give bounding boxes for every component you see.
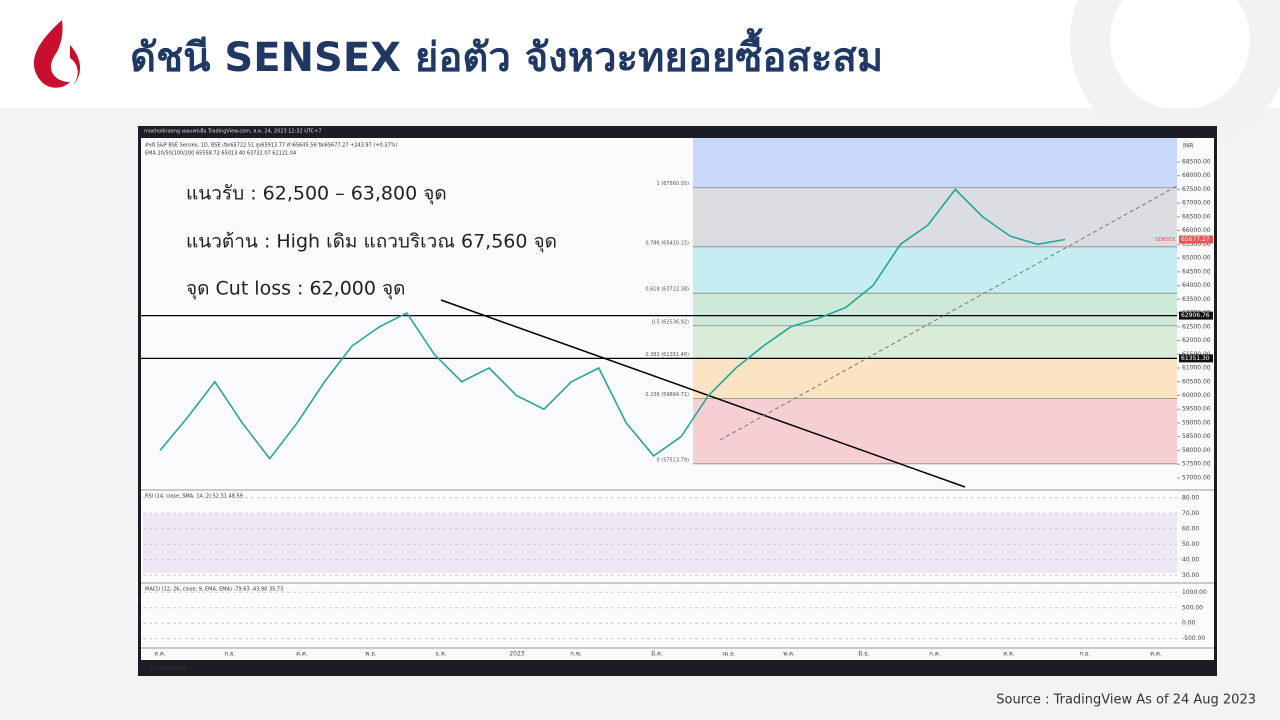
note: จุด Cut loss : 62,000 จุด <box>186 278 405 301</box>
x-tick-label: ก.ย. <box>225 651 236 658</box>
title: ดัชนี SENSEX ย่อตัว จังหวะทยอยซื้อสะสม <box>130 28 883 81</box>
fib-band <box>693 358 1177 399</box>
brand: TradingView <box>149 665 186 672</box>
x-tick-label: ต.ค. <box>1150 651 1162 658</box>
x-tick-label: พ.ย. <box>365 651 376 658</box>
level-label: 61351.30 <box>1181 355 1210 362</box>
y-tick-label: 60000.00 <box>1182 392 1211 399</box>
fib-label: 0.786 (65410.15) <box>645 240 689 246</box>
trendline-dashed <box>719 185 1178 441</box>
y-tick-label: 62000.00 <box>1182 337 1211 344</box>
last-box <box>1179 235 1213 244</box>
panel-legend: RSI (14, close, SMA, 14, 2) 52.31 48.59 <box>145 494 243 500</box>
header-bar <box>0 0 1280 108</box>
y-tick-label: 30.00 <box>1182 572 1199 579</box>
y-tick-label: 65000.00 <box>1182 255 1211 262</box>
y-tick-label: 60.00 <box>1182 525 1199 532</box>
y-tick-label: 61000.00 <box>1182 365 1211 372</box>
x-tick-label: มิ.ย. <box>858 651 869 658</box>
y-tick-label: 59500.00 <box>1182 406 1211 413</box>
y-tick-label: 0.00 <box>1182 620 1196 627</box>
price-line <box>159 188 1066 461</box>
legend: EMA 20/50/100/200 65558.72 65013.40 6373… <box>145 151 296 157</box>
fib-band <box>693 246 1177 294</box>
y-tick-label: 68500.00 <box>1182 158 1211 165</box>
y-tick-label: 64000.00 <box>1182 282 1211 289</box>
x-tick-label: ต.ค. <box>296 651 308 658</box>
y-tick-label: 60500.00 <box>1182 378 1211 385</box>
fib-band <box>693 138 1177 188</box>
x-tick-label: ส.ค. <box>154 651 166 658</box>
x-tick-label: มี.ค. <box>651 650 663 658</box>
y-tick-label: 64500.00 <box>1182 268 1211 275</box>
y-tick-label: 70.00 <box>1182 510 1199 517</box>
x-tick-label: ก.พ. <box>570 651 581 658</box>
fib-label: 0.618 (63722.38) <box>645 287 689 293</box>
x-tick-label: ก.ค. <box>929 651 941 658</box>
x-tick-label: ธ.ค. <box>435 651 447 658</box>
level-box <box>1179 311 1213 320</box>
currency: INR <box>1183 143 1193 150</box>
x-tick-label: ส.ค. <box>1003 651 1015 658</box>
symbol-label: SENSEX <box>1155 237 1175 243</box>
y-tick-label: 67000.00 <box>1182 200 1211 207</box>
rsi-band <box>143 514 1177 573</box>
y-tick-label: 57500.00 <box>1182 461 1211 468</box>
fib-label: 0.5 (62536.92) <box>652 319 689 325</box>
level-label: 62906.76 <box>1181 312 1210 319</box>
publisher: maeholkraeng เผยแพร่เมื่อ TradingView.co… <box>144 128 322 135</box>
y-tick-label: -500.00 <box>1182 635 1205 642</box>
y-tick-label: 58500.00 <box>1182 433 1211 440</box>
y-tick-label: 59000.00 <box>1182 419 1211 426</box>
y-tick-label: 63500.00 <box>1182 296 1211 303</box>
y-tick-label: 68000.00 <box>1182 172 1211 179</box>
fib-band <box>693 398 1177 464</box>
level-box <box>1179 354 1213 363</box>
fib-label: 0.236 (59884.71) <box>645 392 689 398</box>
panel-legend: MACD (12, 26, close, 9, EMA, EMA) -79.63… <box>145 587 283 593</box>
y-tick-label: 62500.00 <box>1182 323 1211 330</box>
logo <box>33 20 81 88</box>
y-tick-label: 67500.00 <box>1182 186 1211 193</box>
y-tick-label: 57000.00 <box>1182 474 1211 481</box>
legend: ดัชนี S&P BSE Sensex, 1D, BSE เปิด65722.… <box>145 142 397 149</box>
y-tick-label: 50.00 <box>1182 541 1199 548</box>
note: แนวรับ : 62,500 – 63,800 จุด <box>186 183 447 206</box>
fib-label: 0 (57513.79) <box>656 457 689 463</box>
x-tick-label: ก.ย. <box>1080 651 1091 658</box>
y-tick-label: 66500.00 <box>1182 213 1211 220</box>
y-tick-label: 40.00 <box>1182 556 1199 563</box>
trendline <box>440 299 966 488</box>
y-tick-label: 1000.00 <box>1182 589 1207 596</box>
x-tick-label: เม.ย. <box>722 651 735 658</box>
fib-label: 1 (67560.05) <box>656 181 689 187</box>
fib-band <box>693 325 1177 359</box>
source: Source : TradingView As of 24 Aug 2023 <box>996 693 1256 708</box>
last-label: 65677.27 <box>1181 236 1210 243</box>
note: แนวต้าน : High เดิม แถวบริเวณ 67,560 จุด <box>186 231 557 254</box>
y-tick-label: 61500.00 <box>1182 351 1211 358</box>
y-tick-label: 500.00 <box>1182 604 1203 611</box>
fib-label: 0.382 (61351.46) <box>645 352 689 358</box>
fib-band <box>693 187 1177 247</box>
y-tick-label: 58000.00 <box>1182 447 1211 454</box>
y-tick-label: 66000.00 <box>1182 227 1211 234</box>
x-tick-label: พ.ค. <box>783 651 795 658</box>
y-tick-label: 65500.00 <box>1182 241 1211 248</box>
x-tick-label: 2023 <box>509 651 524 658</box>
chart: maeholkraeng เผยแพร่เมื่อ TradingView.co… <box>141 128 1214 672</box>
y-tick-label: 80.00 <box>1182 494 1199 501</box>
